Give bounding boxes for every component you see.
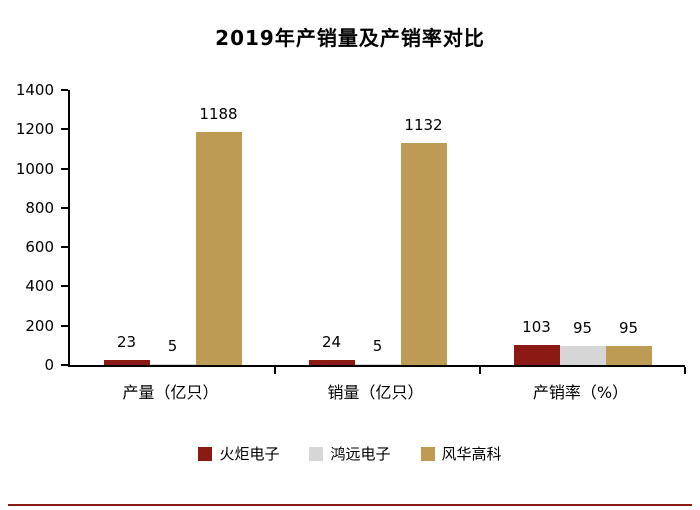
y-tick-mark xyxy=(61,128,68,131)
y-tick-mark xyxy=(61,364,68,366)
bar: 23 xyxy=(103,333,150,365)
y-tick-label: 1400 xyxy=(15,81,54,99)
x-tick-mark xyxy=(478,367,481,374)
bar: 5 xyxy=(354,337,401,365)
bar-value-label: 95 xyxy=(618,319,639,338)
x-category-label: 产销率（%） xyxy=(532,383,629,402)
bar: 95 xyxy=(605,319,652,365)
bar-group: 24 5 1132 xyxy=(275,90,480,365)
bar-value-label: 103 xyxy=(522,317,551,336)
bar-value-label: 95 xyxy=(572,319,593,338)
bar-chart: 0 200 400 600 800 1000 1200 1400 23 5 1188 24 5 1132… xyxy=(16,81,686,403)
y-tick-mark xyxy=(61,89,68,91)
bar: 5 xyxy=(149,337,196,365)
legend-label: 风华高科 xyxy=(441,445,502,463)
chart-title: 2019年产销量及产销率对比 xyxy=(215,26,485,50)
y-tick-mark xyxy=(61,167,68,170)
bar-value-label: 5 xyxy=(372,337,383,356)
legend-label: 鸿远电子 xyxy=(330,445,391,463)
bar: 103 xyxy=(513,318,560,365)
bar: 24 xyxy=(308,333,355,365)
bar-value-label: 1132 xyxy=(404,115,443,134)
y-tick-label: 1000 xyxy=(15,159,54,178)
x-axis-labels: 产量（亿只） 销量（亿只） 产销率（%） xyxy=(68,367,683,403)
bar-value-label: 1188 xyxy=(199,104,238,123)
bar-value-label: 5 xyxy=(167,337,178,356)
y-tick-mark xyxy=(61,246,68,249)
footer-rule xyxy=(8,504,692,506)
legend-item: 风华高科 xyxy=(420,443,502,464)
x-tick-mark xyxy=(684,367,686,374)
bar-group: 23 5 1188 xyxy=(70,90,275,365)
y-tick-label: 200 xyxy=(25,316,54,335)
legend-swatch xyxy=(198,446,213,461)
legend-label: 火炬电子 xyxy=(219,445,280,463)
legend-item: 鸿远电子 xyxy=(309,443,391,464)
y-tick-label: 1200 xyxy=(15,120,54,139)
y-tick-label: 0 xyxy=(44,356,54,374)
y-tick-mark xyxy=(61,206,68,209)
plot-row: 0 200 400 600 800 1000 1200 1400 23 5 1188 24 5 1132… xyxy=(16,81,686,374)
y-tick-mark xyxy=(61,324,68,327)
y-tick-mark xyxy=(61,285,68,288)
legend-item: 火炬电子 xyxy=(198,443,279,464)
legend: 火炬电子 鸿远电子 风华高科 xyxy=(0,443,700,464)
y-tick-label: 800 xyxy=(25,198,54,217)
bar: 1188 xyxy=(195,105,242,365)
bar-group: 103 95 95 xyxy=(480,90,685,365)
plot-area: 23 5 1188 24 5 1132 103 95 95 xyxy=(68,90,686,374)
legend-swatch xyxy=(309,446,324,461)
y-axis: 0 200 400 600 800 1000 1200 1400 xyxy=(0,81,68,374)
legend-swatch xyxy=(420,446,435,461)
bar: 1132 xyxy=(400,116,447,365)
y-tick-label: 400 xyxy=(25,277,54,296)
x-category-label: 产量（亿只） xyxy=(122,383,219,402)
bar-value-label: 24 xyxy=(321,333,342,352)
x-tick-mark xyxy=(273,367,276,374)
bar: 95 xyxy=(559,319,606,365)
y-tick-label: 600 xyxy=(25,238,54,257)
bar-value-label: 23 xyxy=(116,333,137,352)
x-category-label: 销量（亿只） xyxy=(327,383,424,402)
